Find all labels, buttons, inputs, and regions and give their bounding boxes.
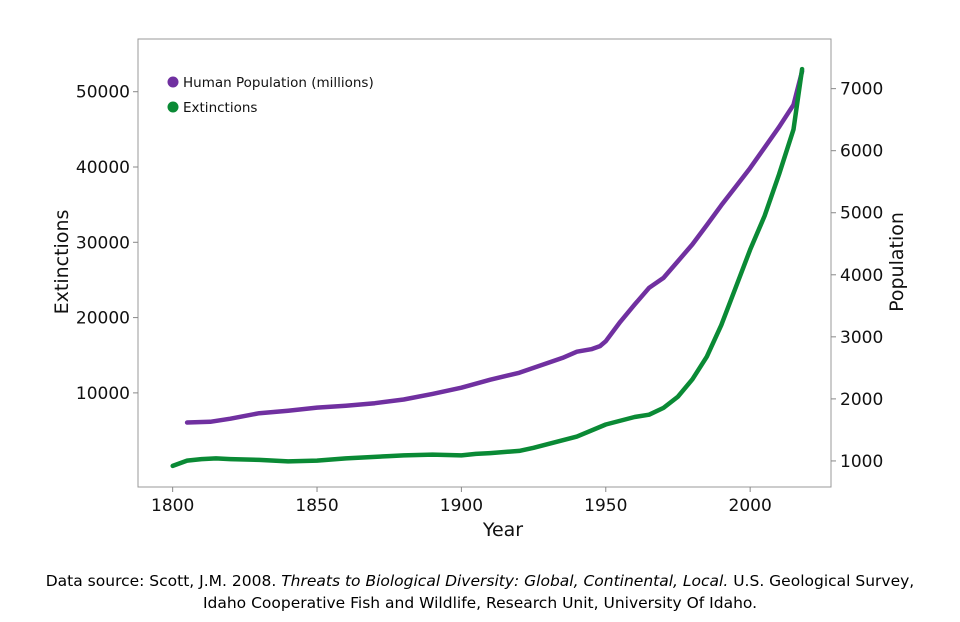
chart: 1800 1850 1900 1950 2000 10000 20000 30000 4000…: [51, 38, 908, 541]
data-source-line-2: Idaho Cooperative Fish and Wildlife, Res…: [202, 594, 758, 612]
x-tick-label-1850: 1850: [295, 496, 338, 516]
left-y-axis-title: Extinctions: [51, 210, 73, 315]
source-prefix: Data source: Scott, J.M. 2008.: [45, 572, 282, 590]
x-axis-title: Year: [482, 519, 523, 541]
left-y-tick-label-40000: 40000: [76, 158, 130, 178]
data-source-line-1: Data source: Scott, J.M. 2008. Threats t…: [0, 570, 960, 592]
right-y-tick-label-7000: 7000: [840, 80, 883, 100]
right-y-axis-title: Population: [886, 212, 908, 312]
legend: Human Population (millions) Extinctions: [167, 75, 374, 116]
left-y-tick-label-20000: 20000: [76, 309, 130, 329]
source-title: Threats to Biological Diversity: Global,…: [281, 572, 729, 590]
left-y-tick-label-10000: 10000: [76, 384, 130, 404]
x-tick-label-1900: 1900: [440, 496, 483, 516]
left-y-axis-ticks: 10000 20000 30000 40000 50000: [76, 83, 138, 404]
right-y-tick-label-3000: 3000: [840, 328, 883, 348]
x-axis-ticks: 1800 1850 1900 1950 2000: [151, 487, 772, 516]
legend-label-population: Human Population (millions): [183, 75, 374, 91]
x-tick-label-1950: 1950: [584, 496, 627, 516]
right-y-tick-label-4000: 4000: [840, 266, 883, 286]
population-line: [184, 69, 805, 425]
legend-marker-extinctions: [167, 101, 179, 113]
right-y-tick-label-1000: 1000: [840, 452, 883, 472]
source-suffix: U.S. Geological Survey,: [728, 572, 915, 590]
x-tick-label-1800: 1800: [151, 496, 194, 516]
legend-label-extinctions: Extinctions: [183, 100, 257, 116]
legend-marker-population: [167, 76, 179, 88]
plot-frame: [137, 38, 832, 488]
x-tick-label-2000: 2000: [729, 496, 772, 516]
right-y-tick-label-5000: 5000: [840, 204, 883, 224]
right-y-tick-label-2000: 2000: [840, 390, 883, 410]
right-y-tick-label-6000: 6000: [840, 142, 883, 162]
data-source-caption: Data source: Scott, J.M. 2008. Threats t…: [0, 570, 960, 614]
left-y-tick-label-30000: 30000: [76, 233, 130, 253]
left-y-tick-label-50000: 50000: [76, 83, 130, 103]
extinctions-line: [170, 66, 805, 469]
right-y-axis-ticks: 1000 2000 3000 4000 5000 6000 7000: [831, 80, 883, 472]
series-lines: [170, 66, 805, 469]
